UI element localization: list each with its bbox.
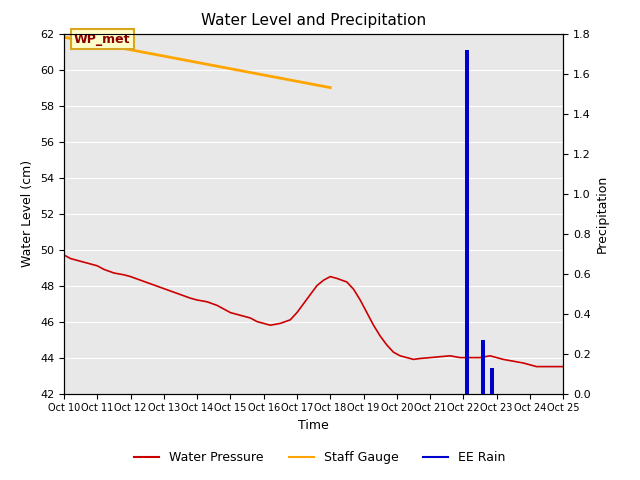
Water Pressure [266, 323, 274, 328]
Bar [465, 49, 468, 394]
Water Pressure [486, 353, 494, 359]
Water Pressure [60, 252, 68, 258]
Legend: Water Pressure, Staff Gauge, EE Rain: Water Pressure, Staff Gauge, EE Rain [129, 446, 511, 469]
Water Pressure [313, 283, 321, 288]
Title: Water Level and Precipitation: Water Level and Precipitation [201, 13, 426, 28]
Y-axis label: Precipitation: Precipitation [596, 174, 609, 253]
Line: Water Pressure: Water Pressure [64, 255, 563, 367]
Y-axis label: Water Level (cm): Water Level (cm) [22, 160, 35, 267]
Bar [481, 339, 485, 394]
Text: WP_met: WP_met [74, 33, 131, 46]
X-axis label: Time: Time [298, 419, 329, 432]
Water Pressure [213, 302, 221, 308]
Water Pressure [543, 364, 550, 370]
Water Pressure [532, 364, 540, 370]
Bar [490, 368, 493, 394]
Water Pressure [177, 292, 184, 298]
Staff Gauge [60, 35, 68, 40]
Staff Gauge [326, 85, 334, 91]
Water Pressure [559, 364, 567, 370]
Line: Staff Gauge: Staff Gauge [64, 37, 330, 88]
